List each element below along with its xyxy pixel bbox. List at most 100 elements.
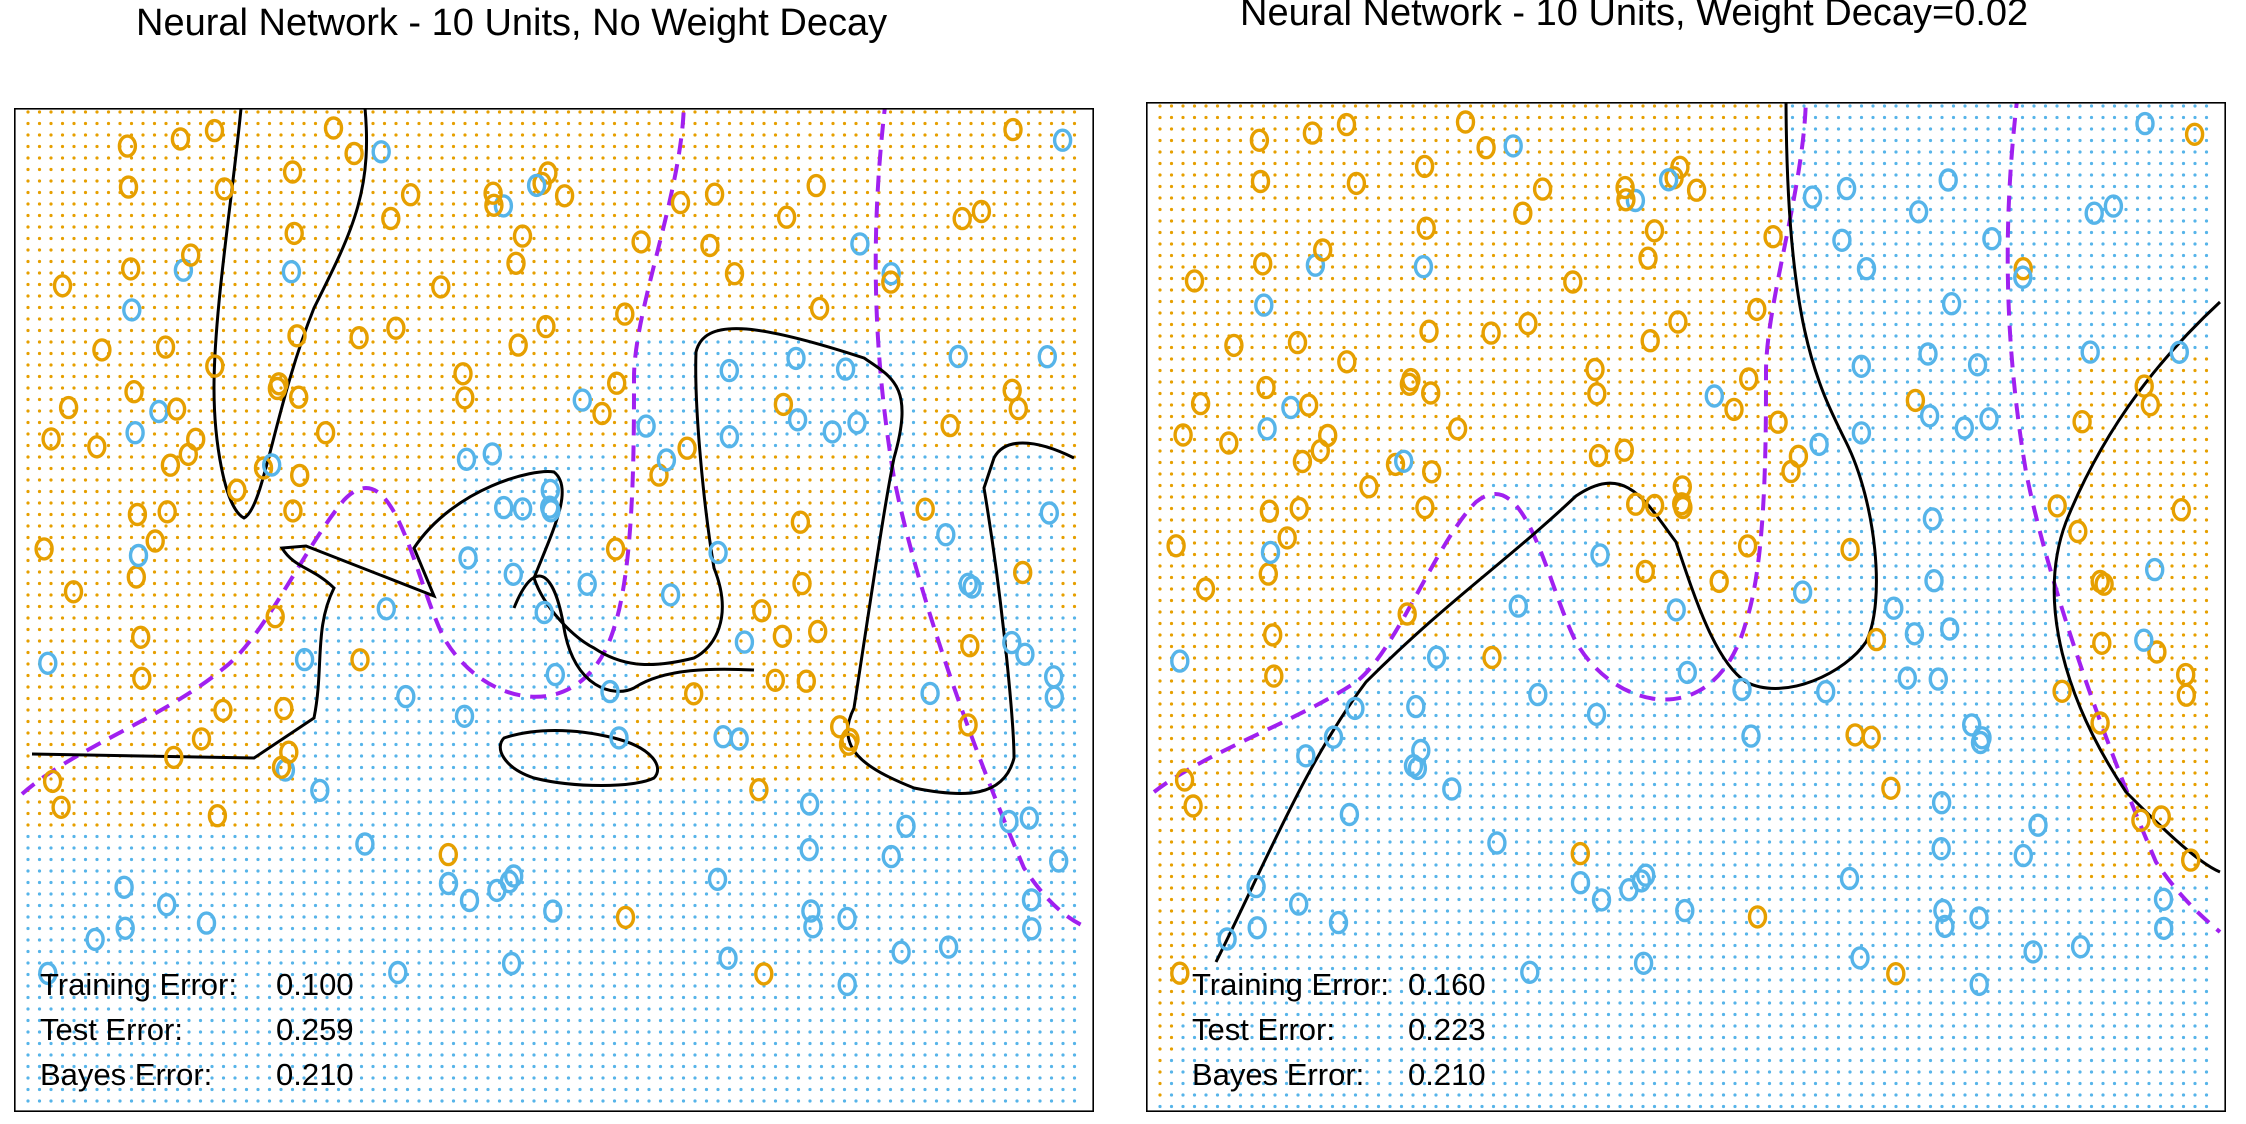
grid-point [1049, 144, 1054, 149]
grid-point [1061, 294, 1065, 298]
grid-point [647, 696, 651, 701]
grid-point [911, 466, 916, 471]
grid-point [1015, 144, 1019, 149]
grid-point [589, 466, 594, 471]
grid-point [612, 639, 617, 643]
grid-point [727, 190, 732, 195]
grid-point [865, 213, 870, 218]
grid-point [670, 282, 674, 287]
grid-point [923, 443, 927, 448]
grid-point [198, 512, 203, 517]
grid-point [865, 271, 870, 275]
grid-point [244, 409, 249, 413]
grid-point [865, 328, 870, 333]
grid-point [566, 340, 571, 344]
grid-point [164, 213, 168, 218]
grid-point [210, 478, 214, 482]
grid-point [566, 478, 571, 482]
grid-point [313, 248, 318, 252]
grid-point [141, 731, 145, 735]
grid-point [1049, 455, 1054, 459]
grid-point [555, 443, 559, 448]
grid-point [1049, 673, 1054, 678]
grid-point [877, 478, 881, 482]
grid-point [762, 294, 766, 298]
grid-point [520, 317, 525, 321]
grid-point [486, 466, 490, 471]
grid-point [877, 225, 881, 229]
grid-point [980, 696, 985, 701]
grid-point [865, 156, 870, 160]
grid-point [773, 547, 778, 551]
grid-point [49, 202, 53, 206]
grid-point [348, 110, 352, 114]
grid-point [428, 202, 433, 206]
grid-point [359, 351, 364, 356]
grid-point [451, 259, 456, 264]
grid-point [969, 328, 973, 333]
grid-point [589, 627, 594, 632]
grid-point [60, 512, 65, 517]
grid-point [152, 512, 157, 517]
grid-point [911, 708, 916, 712]
grid-point [923, 708, 927, 712]
grid-point [26, 512, 30, 517]
grid-point [348, 696, 352, 701]
grid-point [417, 179, 421, 183]
grid-point [129, 236, 134, 241]
grid-point [911, 190, 916, 195]
grid-point [83, 685, 88, 689]
grid-point [911, 512, 916, 517]
grid-point [440, 110, 444, 114]
grid-point [60, 685, 65, 689]
grid-point [106, 202, 111, 206]
grid-point [739, 282, 743, 287]
grid-point [428, 708, 433, 712]
grid-point [1038, 420, 1042, 425]
grid-point [141, 351, 145, 356]
grid-point [992, 271, 996, 275]
grid-point [716, 282, 720, 287]
grid-point [934, 420, 939, 425]
grid-point [141, 156, 145, 160]
grid-point [854, 581, 858, 586]
grid-point [198, 489, 203, 494]
grid-point [221, 397, 226, 402]
grid-point [141, 259, 145, 264]
grid-point [152, 248, 157, 252]
grid-point [221, 627, 226, 632]
grid-point [256, 639, 260, 643]
grid-point [325, 719, 329, 724]
grid-point [1072, 409, 1077, 413]
grid-point [877, 455, 881, 459]
grid-point [578, 432, 582, 436]
grid-point [762, 455, 766, 459]
grid-point [670, 386, 674, 390]
grid-point [969, 478, 973, 482]
grid-point [635, 627, 640, 632]
grid-point [1049, 397, 1054, 402]
grid-point [589, 616, 594, 620]
grid-point [578, 443, 582, 448]
grid-point [1003, 167, 1008, 172]
grid-point [428, 455, 433, 459]
grid-point [635, 639, 640, 643]
grid-point [520, 305, 525, 310]
grid-point [463, 259, 467, 264]
grid-point [440, 719, 444, 724]
grid-point [589, 374, 594, 379]
grid-point [888, 708, 893, 712]
grid-point [417, 386, 421, 390]
grid-point [394, 478, 398, 482]
grid-point [440, 133, 444, 137]
grid-point [808, 110, 812, 114]
grid-point [382, 179, 387, 183]
grid-point [739, 524, 743, 528]
grid-point [589, 213, 594, 218]
grid-point [164, 432, 168, 436]
grid-point [302, 248, 306, 252]
grid-point [785, 294, 789, 298]
grid-point [543, 455, 548, 459]
grid-point [394, 719, 398, 724]
grid-point [1038, 685, 1042, 689]
